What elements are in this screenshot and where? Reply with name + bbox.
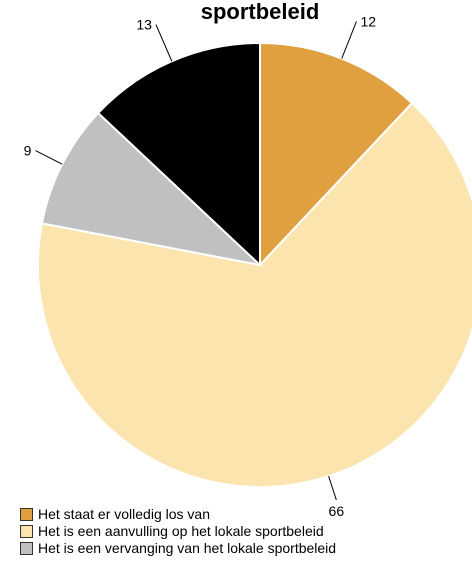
chart-title: sportbeleid bbox=[201, 0, 320, 24]
legend-item-2: Het is een aanvulling op het lokale spor… bbox=[20, 523, 336, 540]
legend-label-3: Het is een vervanging van het lokale spo… bbox=[38, 540, 337, 556]
value-label-1: 12 bbox=[360, 13, 376, 29]
pie-slice-1 bbox=[259, 41, 414, 268]
leader-line-4 bbox=[155, 24, 173, 62]
legend-label-1: Het staat er volledig los van bbox=[38, 506, 210, 522]
leader-lines bbox=[35, 21, 357, 501]
value-label-2: 66 bbox=[329, 503, 345, 519]
pie-slice-3 bbox=[40, 111, 264, 267]
value-label-3: 9 bbox=[24, 143, 32, 159]
value-labels: 12 66 9 13 bbox=[24, 13, 377, 519]
legend-item-3: Het is een vervanging van het lokale spo… bbox=[20, 540, 336, 557]
leader-line-1 bbox=[341, 21, 357, 59]
legend-swatch-1 bbox=[20, 508, 33, 521]
pie-slice-4 bbox=[96, 41, 261, 268]
legend-swatch-3 bbox=[20, 542, 33, 555]
pie-slice-2 bbox=[37, 101, 472, 488]
pie-slices bbox=[37, 41, 472, 488]
legend-label-2: Het is een aanvulling op het lokale spor… bbox=[38, 523, 324, 539]
value-label-4: 13 bbox=[136, 17, 152, 33]
legend-item-1: Het staat er volledig los van bbox=[20, 506, 336, 523]
legend-swatch-2 bbox=[20, 525, 33, 538]
legend: Het staat er volledig los van Het is een … bbox=[20, 506, 336, 557]
leader-line-2 bbox=[328, 475, 337, 501]
leader-line-3 bbox=[35, 150, 63, 165]
